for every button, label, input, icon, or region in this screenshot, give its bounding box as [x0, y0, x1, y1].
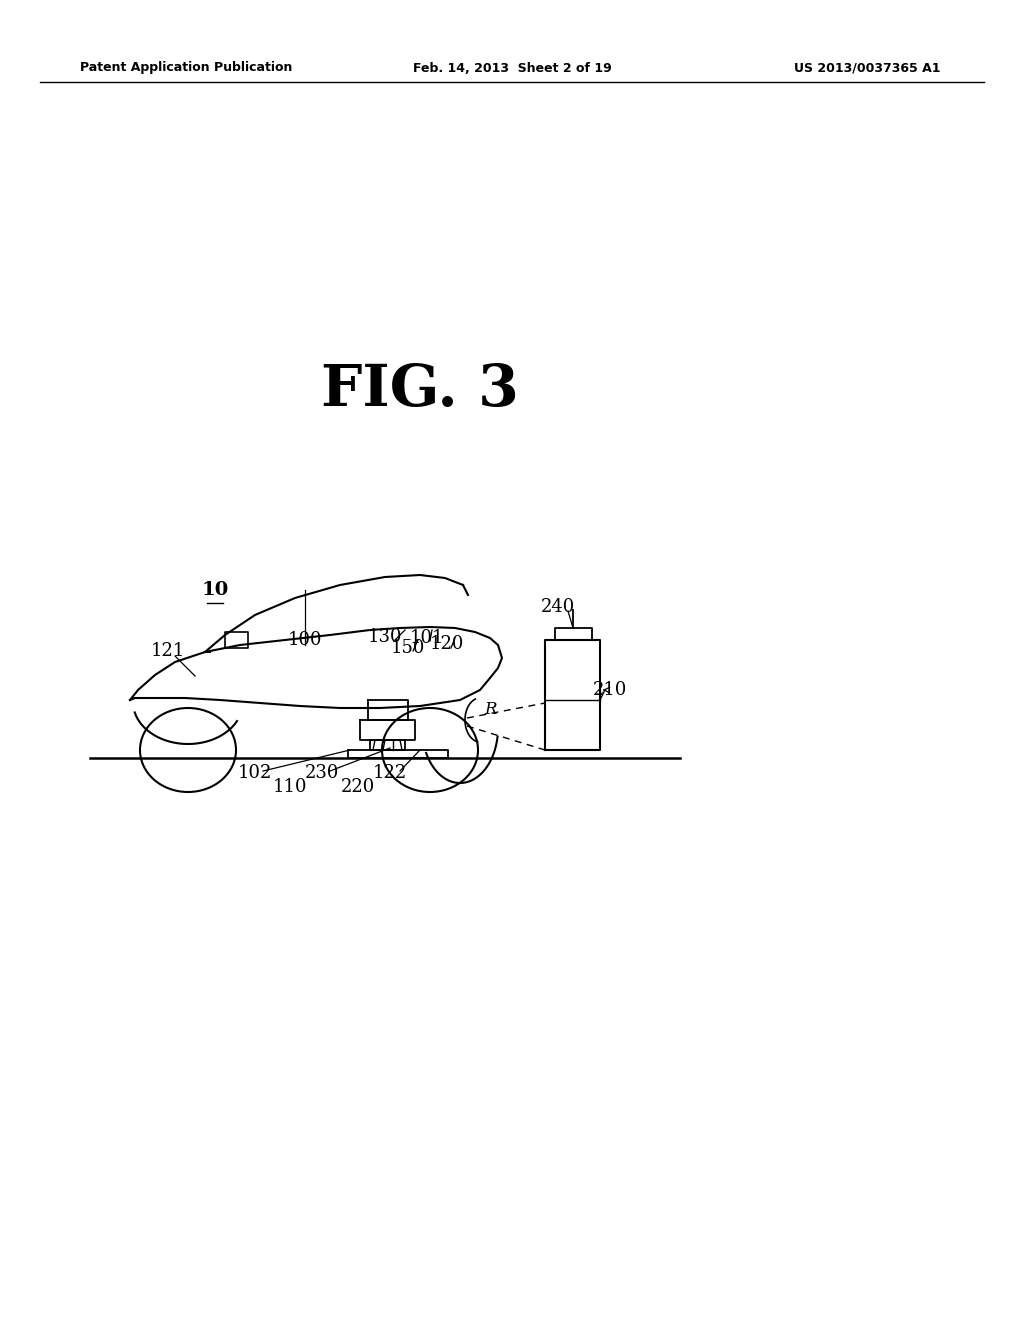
Text: Feb. 14, 2013  Sheet 2 of 19: Feb. 14, 2013 Sheet 2 of 19: [413, 62, 611, 74]
Text: 100: 100: [288, 631, 323, 649]
Text: 101: 101: [410, 630, 444, 647]
Text: 130: 130: [368, 628, 402, 645]
Text: 230: 230: [305, 764, 339, 781]
Text: 110: 110: [272, 777, 307, 796]
Text: US 2013/0037365 A1: US 2013/0037365 A1: [794, 62, 940, 74]
Text: FIG. 3: FIG. 3: [322, 362, 519, 418]
Text: 122: 122: [373, 764, 408, 781]
Text: 210: 210: [593, 681, 627, 700]
Text: 121: 121: [151, 642, 185, 660]
Text: 10: 10: [202, 581, 228, 599]
Text: Patent Application Publication: Patent Application Publication: [80, 62, 293, 74]
Text: 120: 120: [430, 635, 464, 653]
Text: 240: 240: [541, 598, 575, 616]
Text: 102: 102: [238, 764, 272, 781]
Text: R: R: [483, 701, 497, 718]
Text: 150: 150: [391, 639, 425, 657]
Text: 220: 220: [341, 777, 375, 796]
